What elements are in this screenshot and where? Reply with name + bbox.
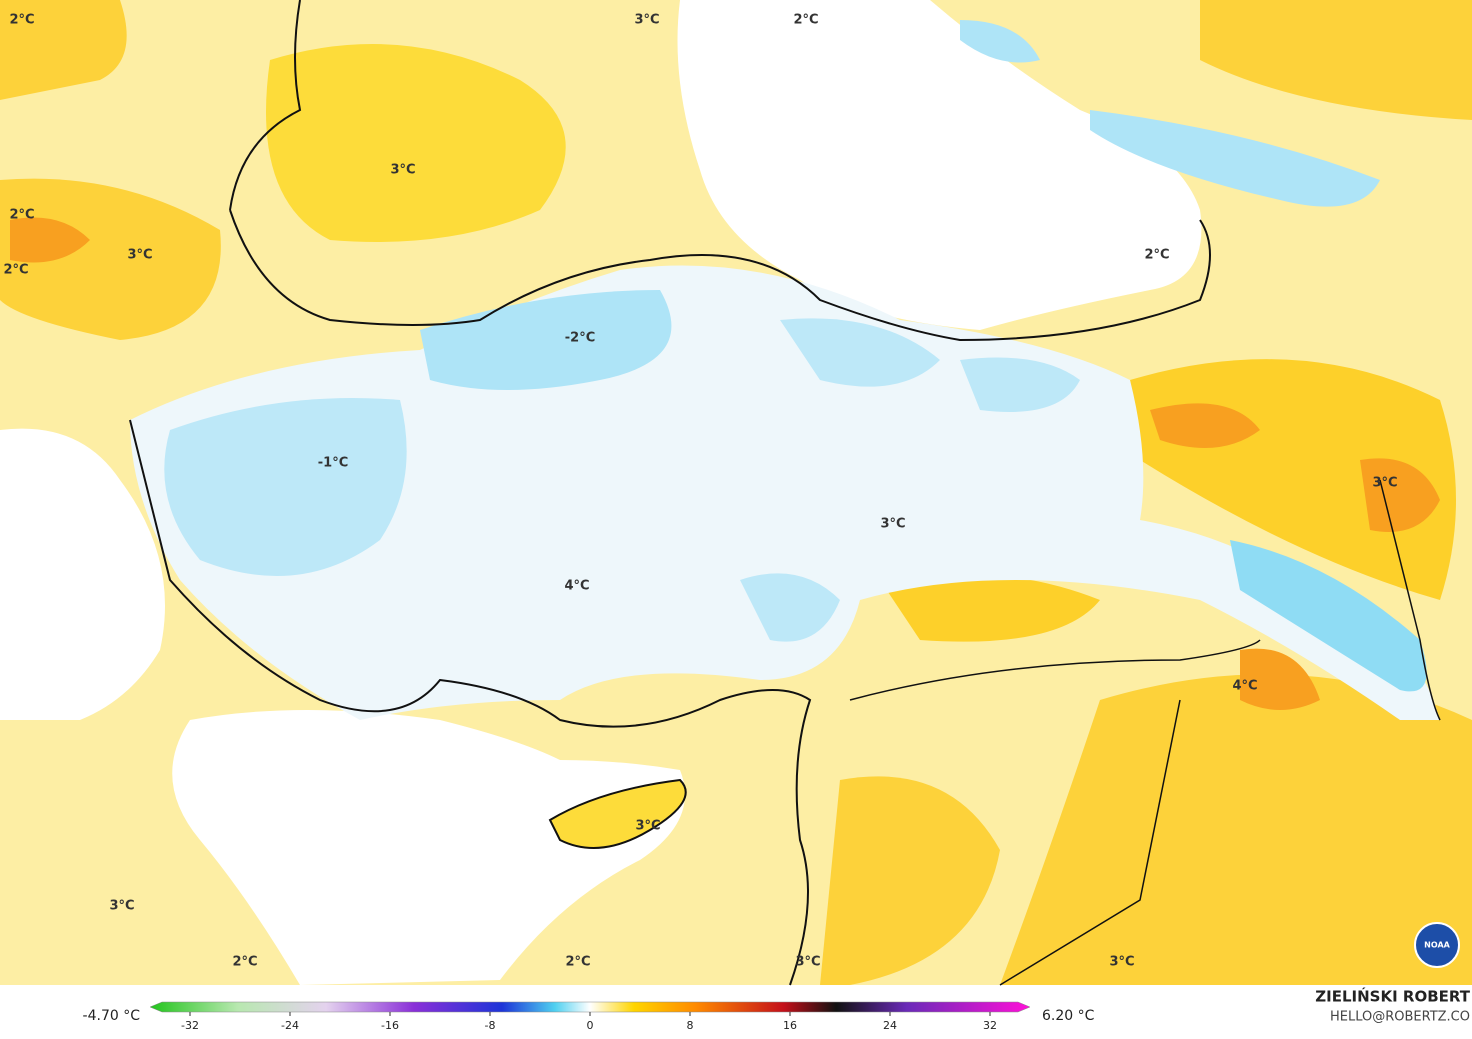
map-label: 3°C xyxy=(127,248,152,263)
colorbar-bar xyxy=(149,1001,1031,1013)
map-label: 3°C xyxy=(795,955,820,970)
map-label: 2°C xyxy=(232,955,257,970)
map-label: -1°C xyxy=(318,456,348,471)
colorbar-tick-label: -16 xyxy=(381,1019,399,1032)
colorbar-tick-label: 24 xyxy=(883,1019,897,1032)
map-label: 3°C xyxy=(880,517,905,532)
colorbar-tick-label: -24 xyxy=(281,1019,299,1032)
map-label: -2°C xyxy=(565,331,595,346)
map-label: 3°C xyxy=(635,819,660,834)
map-label: 2°C xyxy=(3,263,28,278)
colorbar: -4.70 °C 6.20 °C -32 -24 -16 -8 0 8 16 24 32 xyxy=(83,1001,1095,1032)
map-label: 4°C xyxy=(564,579,589,594)
credit-name: ZIELIŃSKI ROBERT xyxy=(1315,987,1470,1006)
credit-contact: HELLO@ROBERTZ.CO xyxy=(1330,1010,1470,1025)
map: 2°C 3°C 2°C 3°C 2°C 3°C 2°C 2°C -2°C -1°C 3°C 3°C 4°… xyxy=(0,0,1472,986)
colorbar-tick-label: 32 xyxy=(983,1019,997,1032)
colorbar-max: 6.20 °C xyxy=(1042,1008,1095,1024)
map-label: 2°C xyxy=(793,13,818,28)
colorbar-min: -4.70 °C xyxy=(83,1008,141,1024)
map-label: 3°C xyxy=(390,163,415,178)
map-label: 3°C xyxy=(634,13,659,28)
map-label: 3°C xyxy=(1109,955,1134,970)
map-label: 3°C xyxy=(109,899,134,914)
map-label: 2°C xyxy=(1144,248,1169,263)
map-label: 2°C xyxy=(9,13,34,28)
map-label: 2°C xyxy=(565,955,590,970)
map-label: 2°C xyxy=(9,208,34,223)
colorbar-tick-label: 8 xyxy=(687,1019,694,1032)
colorbar-tick-label: -32 xyxy=(181,1019,199,1032)
colorbar-tick-label: -8 xyxy=(485,1019,496,1032)
logo-text: NOAA xyxy=(1424,941,1450,950)
noaa-logo: NOAA xyxy=(1414,922,1460,968)
colorbar-tick-label: 0 xyxy=(587,1019,594,1032)
map-label: 3°C xyxy=(1372,476,1397,491)
map-label: 4°C xyxy=(1232,679,1257,694)
colorbar-tick-label: 16 xyxy=(783,1019,797,1032)
